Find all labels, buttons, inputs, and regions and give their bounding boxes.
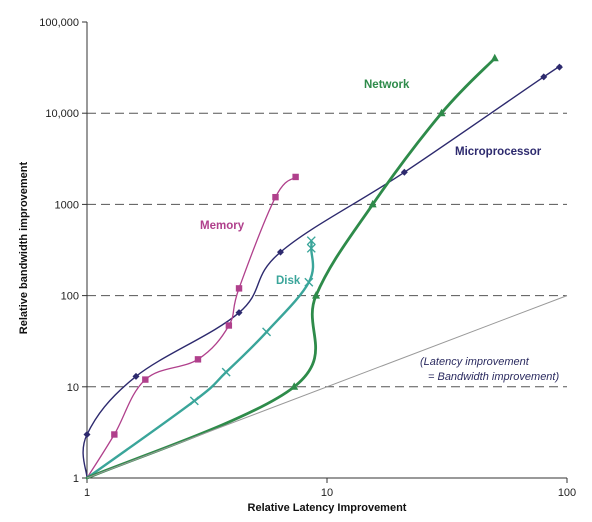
y-tick-label-5: 100,000: [39, 17, 79, 29]
x-tick-label-1: 10: [321, 487, 333, 499]
point-microprocessor-7: [556, 64, 563, 71]
point-memory-6: [272, 194, 278, 200]
memory-label: Memory: [200, 220, 245, 232]
point-disk-3: [263, 328, 271, 336]
point-memory-3: [195, 356, 201, 362]
disk-label: Disk: [276, 275, 301, 287]
point-memory-1: [111, 431, 117, 437]
point-disk-2: [222, 368, 230, 376]
y-axis-title: Relative bandwidth improvement: [18, 161, 30, 334]
equality-annotation-line2: = Bandwidth improvement): [428, 371, 559, 383]
y-tick-label-2: 100: [61, 291, 79, 303]
x-tick-label-0: 1: [84, 487, 90, 499]
x-tick-label-2: 100: [558, 487, 576, 499]
x-axis-title: Relative Latency Improvement: [248, 502, 407, 514]
point-disk-4: [305, 278, 313, 286]
y-tick-label-3: 1000: [55, 199, 79, 211]
series-line-network: [87, 58, 495, 478]
point-memory-4: [226, 322, 232, 328]
equality-annotation-line1: (Latency improvement: [420, 356, 530, 368]
network-label: Network: [364, 79, 410, 91]
microprocessor-label: Microprocessor: [455, 146, 542, 158]
point-memory-5: [236, 285, 242, 291]
series-line-microprocessor: [83, 66, 561, 478]
point-memory-7: [292, 174, 298, 180]
y-tick-label-0: 1: [73, 473, 79, 485]
point-memory-2: [142, 376, 148, 382]
point-disk-1: [190, 397, 198, 405]
y-tick-label-1: 10: [67, 382, 79, 394]
series-line-memory: [87, 177, 296, 478]
point-microprocessor-1: [84, 431, 91, 438]
point-network-5: [491, 54, 499, 62]
y-tick-label-4: 10,000: [45, 108, 79, 120]
